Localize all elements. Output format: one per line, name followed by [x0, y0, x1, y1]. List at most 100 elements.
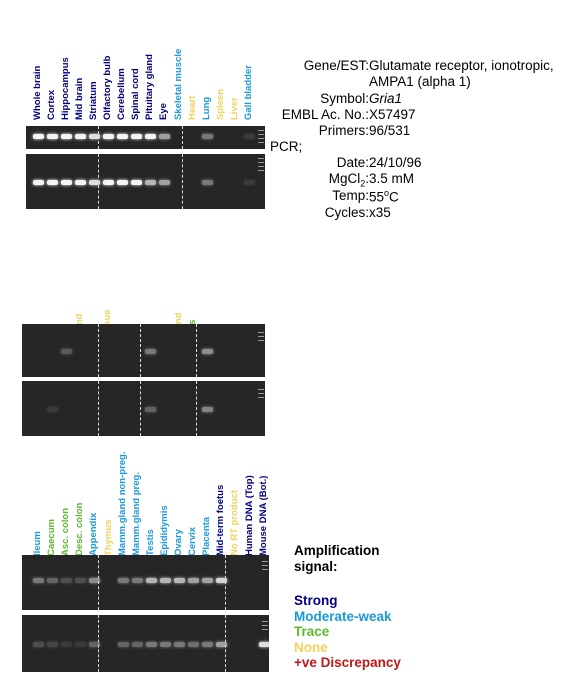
mgcl-key-colon: : [365, 171, 369, 186]
gel-band [75, 642, 87, 647]
mgcl-value: 3.5 mM [369, 171, 415, 186]
gel-band [47, 578, 59, 583]
lane-divider [182, 154, 183, 209]
date-value: 24/10/96 [369, 155, 422, 170]
lane-label-no-rt-product: No RT product [229, 490, 241, 556]
lane-label-mid-term-foetus: Mid-term foetus [215, 484, 227, 556]
gel-band [103, 180, 115, 185]
gel-band [47, 180, 59, 185]
gel-band [159, 134, 171, 139]
gel-band [61, 180, 73, 185]
gel-band [47, 642, 59, 647]
gene-key: Gene/EST: [303, 58, 369, 73]
gel-band [33, 134, 44, 139]
gel-band [159, 180, 171, 185]
primers-key: Primers: [318, 123, 369, 138]
lane-label-hippocampus: Hippocampus [60, 57, 72, 120]
ladder-mark [258, 332, 264, 333]
mgcl-key-subscript: 2 [360, 178, 366, 189]
panel-1-gel-top [26, 126, 265, 149]
ladder-mark [258, 336, 264, 337]
panel-2-gel-bottom [22, 381, 265, 436]
lane-divider [196, 381, 197, 436]
gel-band [117, 642, 129, 647]
symbol-key: Symbol: [320, 91, 369, 106]
lane-divider [225, 615, 226, 672]
lane-divider [98, 615, 99, 672]
gel-band [61, 134, 73, 139]
gel-band [201, 134, 213, 139]
gel-band [174, 642, 185, 647]
lane-divider [98, 381, 99, 436]
gel-band [131, 180, 143, 185]
legend-title-line1: Amplification [294, 543, 380, 558]
lane-divider [196, 324, 197, 377]
gel-band [47, 134, 59, 139]
ladder-mark [258, 130, 264, 131]
gel-band [33, 578, 44, 583]
gel-band [89, 642, 101, 647]
gel-band [89, 180, 101, 185]
lane-label-olfactory-bulb: Olfactory bulb [102, 55, 114, 120]
legend-item-ve-discrepancy: +ve Discrepancy [294, 655, 401, 670]
date-key: Date: [336, 155, 369, 170]
ladder-mark [258, 158, 264, 159]
gel-band [33, 180, 44, 185]
lane-label-ileum: Ileum [32, 531, 43, 556]
lane-divider [182, 126, 183, 149]
primers-value: 96/531 [369, 123, 411, 138]
lane-label-spleen: Spleen [214, 88, 226, 120]
lane-label-appendix: Appendix [88, 512, 100, 556]
lane-label-mid-brain: Mid brain [74, 77, 86, 120]
ladder-mark [262, 621, 268, 622]
lane-divider [98, 555, 99, 610]
legend-items: Strong Moderate-weak Trace None +ve Discrepa… [294, 593, 401, 671]
gel-band [89, 578, 101, 583]
gel-band [243, 180, 255, 185]
ladder-mark [258, 142, 264, 143]
amplification-legend: Amplification signal: Strong Moderate-wea… [294, 543, 401, 671]
ladder-mark [258, 389, 264, 390]
lane-divider [140, 324, 141, 377]
pcr-row: PCR; [270, 139, 302, 154]
gel-band [145, 407, 157, 412]
gel-band [103, 134, 115, 139]
gel-band [159, 642, 171, 647]
lane-label-liver: Liver [228, 97, 240, 120]
gel-band [188, 578, 200, 583]
temp-value: 55oC [369, 188, 399, 205]
gene-name-line1: Glutamate receptor, ionotropic, [369, 58, 554, 73]
gel-band [145, 134, 157, 139]
lane-label-heart: Heart [186, 95, 198, 120]
symbol-value: Gria1 [369, 91, 403, 106]
gel-band [145, 642, 157, 647]
gel-band [145, 180, 157, 185]
gel-band [131, 134, 143, 139]
lane-label-mamm-gland-non-preg: Mamm.gland non-preg. [116, 451, 128, 557]
lane-label-testis: Testis [144, 529, 156, 556]
panel-1-gel-bottom [26, 154, 265, 209]
ladder-mark [258, 138, 264, 139]
gel-band [47, 407, 59, 412]
ladder-mark [258, 162, 264, 163]
panel-1-lane-labels: Whole brain Cortex Hippocampus Mid brain Str… [26, 10, 266, 120]
lane-divider [98, 154, 99, 209]
gel-band [75, 134, 87, 139]
lane-label-cerebellum: Cerebellum [116, 68, 128, 120]
lane-label-mouse-dna-bot: Mouse DNA (Bot.) [257, 475, 269, 556]
lane-divider [140, 381, 141, 436]
embl-value: X57497 [369, 107, 416, 122]
gel-band [188, 642, 200, 647]
lane-divider [98, 324, 99, 377]
lane-label-striatum: Striatum [88, 81, 100, 120]
gel-band [89, 134, 101, 139]
lane-label-skeletal-muscle: Skeletal muscle [172, 48, 184, 120]
legend-title-line2: signal: [294, 559, 338, 574]
ladder-mark [262, 561, 268, 562]
lane-label-mamm-gland-preg: Mamm.gland preg. [130, 472, 142, 556]
cycles-key: Cycles: [324, 205, 369, 220]
gel-band [117, 578, 129, 583]
ladder-mark [262, 569, 268, 570]
gel-band [202, 578, 214, 583]
lane-label-pituitary-gland: Pituitary gland [144, 54, 156, 120]
